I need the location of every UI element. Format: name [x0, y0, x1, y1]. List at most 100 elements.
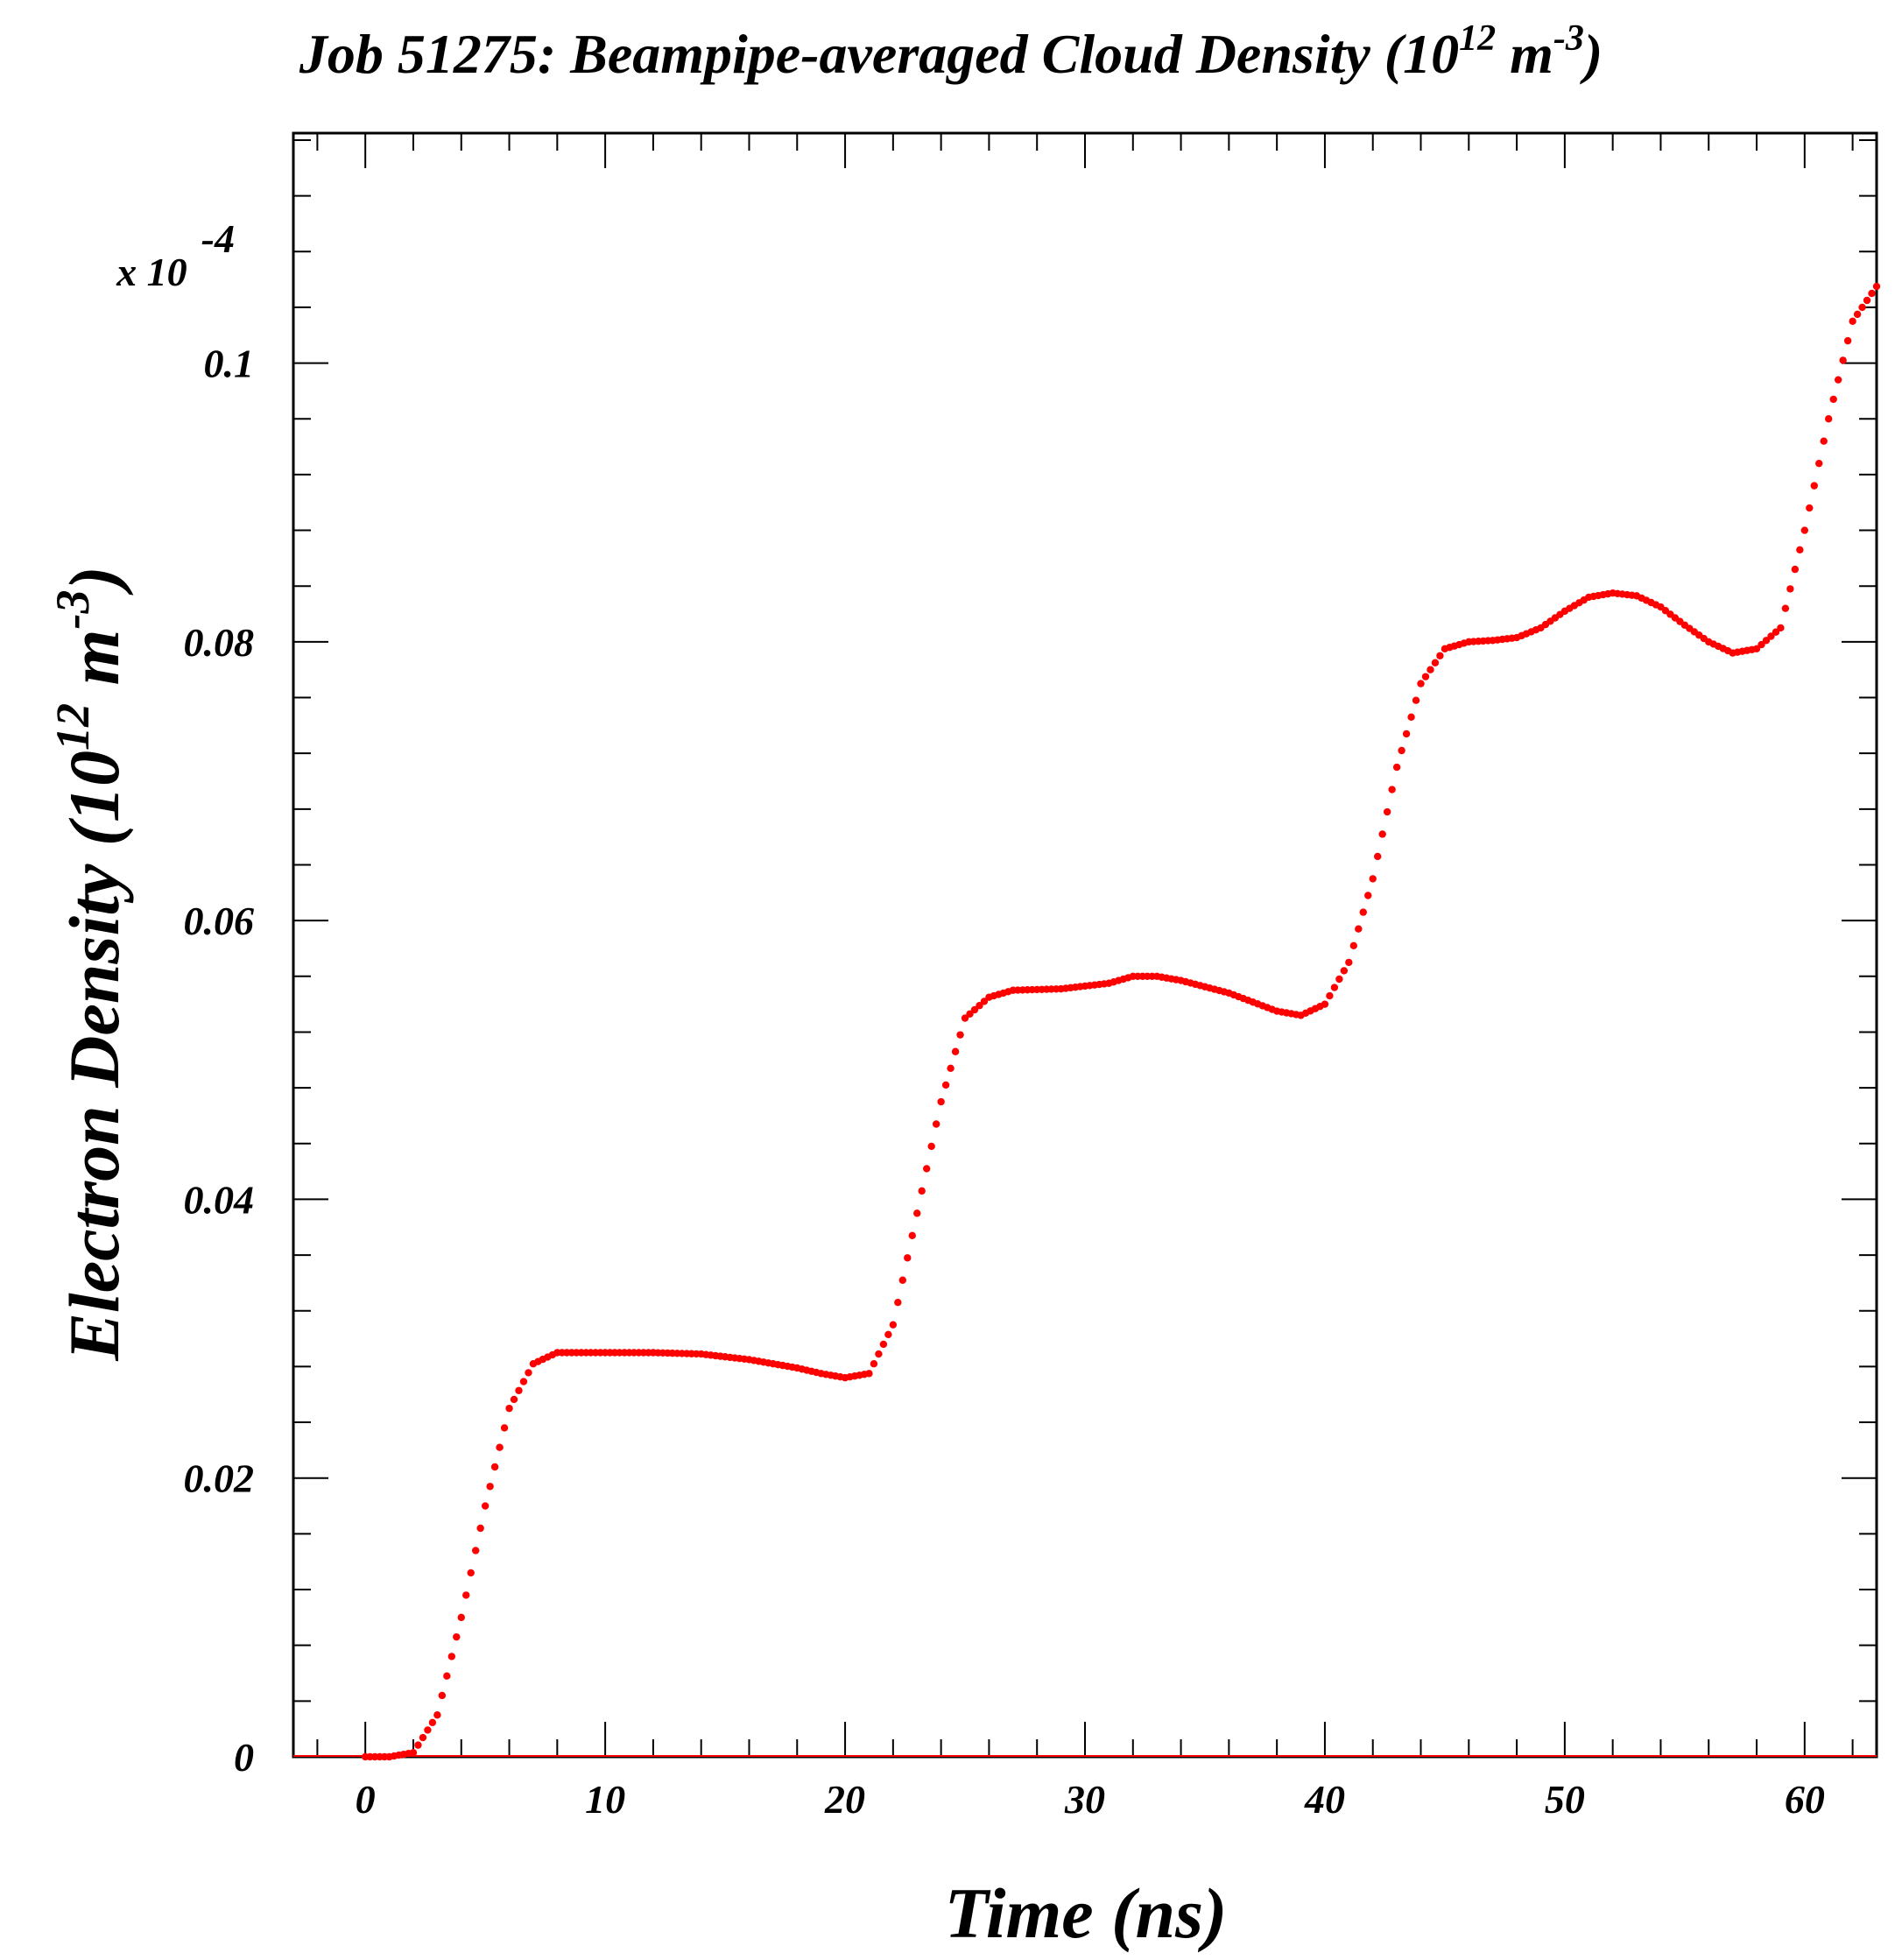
data-point	[1340, 967, 1349, 975]
chart-title-end: )	[1580, 23, 1603, 85]
data-point	[462, 1591, 470, 1599]
data-point	[1388, 786, 1396, 793]
data-point	[932, 1120, 940, 1128]
x-tick-label: 0	[356, 1777, 376, 1822]
data-point	[1383, 807, 1391, 816]
y-axis-label-base: Electron Density (10	[54, 751, 134, 1362]
chart-title-mid: m	[1496, 23, 1553, 85]
data-point	[1359, 908, 1367, 916]
data-point	[884, 1330, 892, 1339]
data-point	[1777, 624, 1785, 632]
data-point	[1417, 680, 1425, 687]
data-point	[970, 1005, 979, 1014]
data-point	[1820, 437, 1828, 445]
data-point	[1762, 637, 1771, 645]
data-point	[918, 1187, 926, 1195]
data-point	[1868, 289, 1876, 298]
y-axis-label-mid: m	[54, 630, 134, 703]
data-point	[1829, 395, 1837, 404]
data-point	[467, 1569, 475, 1577]
chart-title-base: Job 51275: Beampipe-averaged Cloud Densi…	[299, 23, 1459, 85]
data-point	[1843, 336, 1852, 345]
data-point	[519, 1378, 528, 1385]
y-tick-label: 0.06	[184, 899, 255, 943]
data-point	[1772, 628, 1780, 636]
data-point	[1378, 830, 1386, 838]
data-point	[1364, 892, 1372, 899]
data-point	[1800, 526, 1809, 534]
data-point	[908, 1231, 916, 1240]
data-point	[419, 1733, 427, 1742]
data-point	[1752, 645, 1761, 653]
data-point	[525, 1369, 532, 1377]
data-point	[1786, 585, 1794, 593]
data-point	[1421, 673, 1430, 680]
data-point	[1398, 746, 1405, 755]
data-point	[1431, 659, 1440, 666]
x-axis-label: Time (ns)	[945, 1873, 1228, 1953]
data-point	[457, 1613, 465, 1622]
data-point	[927, 1142, 935, 1151]
data-point	[894, 1299, 902, 1307]
y-multiplier: x 10 -4	[116, 216, 235, 294]
data-point	[889, 1321, 898, 1329]
data-point	[409, 1749, 418, 1757]
chart-title-sup1: 12	[1459, 18, 1496, 59]
data-point	[496, 1443, 504, 1451]
data-point	[898, 1276, 907, 1284]
data-point	[1369, 875, 1377, 883]
y-multiplier-base: x 10	[116, 250, 187, 294]
data-point	[490, 1463, 499, 1471]
data-point	[1335, 975, 1343, 984]
y-axis-label: Electron Density (1012 m-3)	[46, 566, 134, 1362]
data-point	[1872, 282, 1881, 291]
data-point	[1758, 640, 1765, 649]
y-tick-label: 0.1	[204, 342, 255, 386]
data-point	[1355, 925, 1363, 933]
data-point	[1330, 984, 1339, 991]
data-point	[913, 1209, 921, 1217]
y-axis-label-sup2: -3	[46, 590, 99, 630]
y-tick-label: 0.08	[184, 620, 255, 665]
data-point	[1349, 941, 1358, 950]
data-point	[500, 1424, 509, 1432]
y-tick-label: 0	[234, 1735, 254, 1780]
data-point	[951, 1047, 960, 1055]
data-point	[1858, 303, 1866, 312]
data-point	[1412, 696, 1420, 704]
data-point	[1810, 482, 1818, 490]
data-point	[505, 1404, 513, 1413]
data-point	[1374, 852, 1382, 861]
y-tick-labels: 0 0.02 0.04 0.06 0.08 0.1	[184, 342, 255, 1780]
data-point	[923, 1165, 931, 1173]
x-tick-label: 50	[1545, 1777, 1585, 1822]
x-tick-label: 20	[824, 1777, 865, 1822]
data-point	[486, 1483, 494, 1491]
data-point	[1806, 504, 1814, 512]
chart-title-sup2: -3	[1553, 18, 1584, 59]
data-point	[1426, 666, 1434, 673]
data-point	[510, 1395, 518, 1404]
x-tick-labels: 0 10 20 30 40 50 60	[356, 1777, 1825, 1822]
x-tick-label: 40	[1304, 1777, 1345, 1822]
data-point	[980, 998, 989, 1005]
data-point	[1392, 763, 1401, 772]
data-point	[1791, 565, 1800, 574]
data-point	[453, 1632, 461, 1641]
data-point	[875, 1350, 883, 1358]
data-point	[1796, 546, 1804, 554]
data-point	[471, 1547, 480, 1555]
data-point	[941, 1081, 950, 1089]
data-point	[1767, 632, 1775, 640]
data-point	[1402, 730, 1411, 738]
x-tick-label: 60	[1785, 1777, 1825, 1822]
axis-ticks	[293, 133, 1877, 1758]
data-point	[433, 1711, 441, 1719]
data-point	[870, 1360, 878, 1368]
data-point	[1839, 356, 1847, 364]
data-point	[1407, 713, 1415, 721]
data-point	[961, 1014, 969, 1022]
y-tick-label: 0.02	[184, 1456, 255, 1501]
data-point	[1321, 1000, 1329, 1008]
